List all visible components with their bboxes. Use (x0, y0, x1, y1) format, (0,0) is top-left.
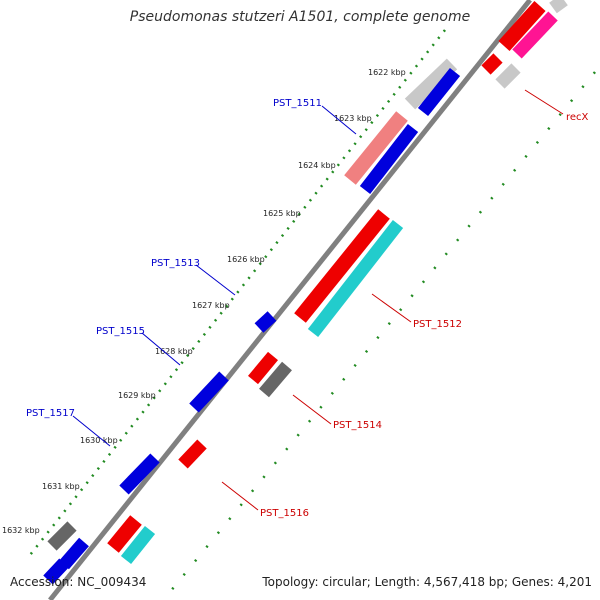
label-connector (195, 264, 236, 296)
gene-bar-red (107, 515, 142, 553)
gene-bar-red (481, 53, 503, 75)
tick-label: 1630 kbp (80, 436, 118, 445)
gene-bar-lightgray (495, 63, 521, 89)
gene-bar-red (498, 0, 546, 52)
tick-label: 1629 kbp (118, 391, 156, 400)
gene-bar-magenta (512, 11, 558, 59)
gene-bar-red (248, 351, 278, 385)
label-connector (221, 481, 259, 511)
gene-bar-cyan (120, 525, 156, 565)
gene-bar-blue (417, 67, 461, 117)
topology-label: Topology: circular; Length: 4,567,418 bp… (262, 575, 592, 589)
map-title: Pseudomonas stutzeri A1501, complete gen… (129, 9, 471, 25)
gene-bar-red (178, 439, 207, 469)
accession-label: Accession: NC_009434 (10, 575, 147, 589)
gene-bar-blue (254, 311, 277, 333)
gene-label-recx: recX (566, 112, 589, 123)
gene-bar-lightgray (549, 0, 568, 14)
gene-label-pst-1517: PST_1517 (26, 408, 75, 419)
genome-backbone (48, 0, 532, 600)
tick-label: 1622 kbp (368, 68, 406, 77)
outer-dotted-guide (29, 29, 446, 556)
tick-label: 1631 kbp (42, 482, 80, 491)
gene-bar-blue (359, 124, 419, 194)
tick-label: 1624 kbp (298, 161, 336, 170)
label-connector (72, 415, 111, 447)
tick-label: 1626 kbp (227, 255, 265, 264)
label-connector (292, 394, 332, 425)
tick-label: 1628 kbp (155, 347, 193, 356)
gene-label-pst-1511: PST_1511 (273, 98, 322, 109)
tick-label: 1623 kbp (334, 114, 372, 123)
label-connector (141, 332, 181, 366)
gene-label-pst-1514: PST_1514 (333, 420, 382, 431)
gene-label-pst-1515: PST_1515 (96, 326, 145, 337)
gene-bar-blue (189, 371, 229, 413)
tick-label: 1627 kbp (192, 301, 230, 310)
gene-bar-lightgray (404, 58, 458, 110)
gene-label-pst-1513: PST_1513 (151, 258, 200, 269)
gene-label-pst-1516: PST_1516 (260, 508, 309, 519)
gene-bar-cyan (307, 220, 404, 337)
gene-bar-gray (259, 361, 292, 398)
tick-label: 1632 kbp (2, 526, 40, 535)
gene-bar-blue (59, 537, 89, 570)
gene-bar-pink (344, 111, 408, 185)
label-connector (321, 105, 357, 135)
gene-bar-gray (47, 521, 77, 551)
gene-bar-blue (43, 558, 69, 585)
gene-bar-red (294, 209, 390, 323)
label-connector (371, 293, 412, 323)
gene-label-pst-1512: PST_1512 (413, 319, 462, 330)
label-connector (524, 89, 564, 115)
tick-label: 1625 kbp (263, 209, 301, 218)
gene-bar-blue (119, 453, 160, 495)
